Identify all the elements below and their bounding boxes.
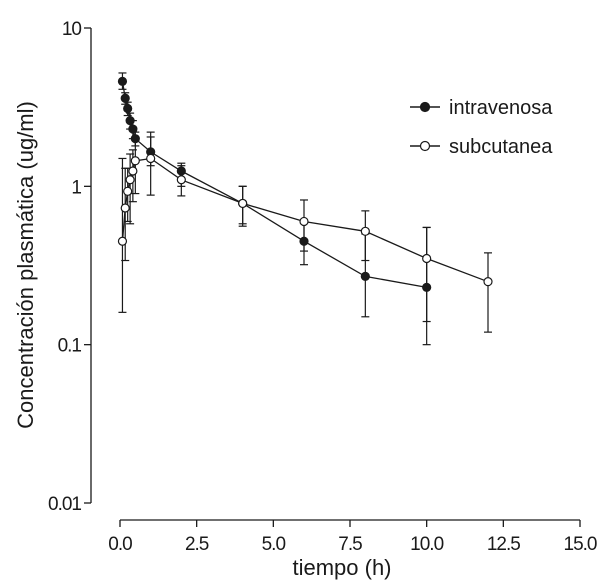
data-point-subcutanea (125, 175, 135, 185)
series-line-intravenosa (121, 81, 427, 289)
data-point-intravenosa (123, 103, 133, 114)
data-point-subcutanea (299, 216, 309, 227)
data-point-subcutanea (117, 236, 128, 246)
data-point-subcutanea (128, 166, 138, 176)
series (117, 72, 493, 346)
data-point-subcutanea (130, 156, 140, 166)
y-tick-label: 0.01 (48, 494, 81, 515)
data-point-intravenosa (125, 116, 135, 126)
data-point-subcutanea (360, 226, 370, 236)
legend-marker-intravenosa (419, 101, 431, 113)
data-point-subcutanea (238, 198, 248, 209)
data-point-subcutanea (146, 153, 156, 164)
series-subcutanea (117, 131, 493, 333)
y-tick-label: 10 (62, 19, 82, 40)
x-tick-label: 10.0 (410, 534, 443, 555)
x-tick-label: 12.5 (487, 534, 520, 555)
data-point-intravenosa (117, 76, 128, 86)
series-intravenosa (117, 72, 432, 346)
legend-marker-subcutanea (419, 140, 431, 152)
y-axis-title: Concentración plasmática (ug/ml) (13, 101, 38, 429)
legend-label-subcutanea: subcutanea (449, 136, 553, 158)
data-point-subcutanea (422, 253, 432, 264)
legend: intravenosa subcutanea (410, 97, 553, 158)
data-point-subcutanea (120, 203, 130, 213)
data-point-subcutanea (176, 175, 186, 185)
ticks: 0.0 2.5 5.0 7.5 10.0 12.5 15.0 10 1 0.1 0.01 (48, 19, 598, 555)
data-point-subcutanea (483, 277, 493, 287)
x-tick-label: 0.0 (108, 534, 132, 555)
x-axis-title: tiempo (h) (292, 555, 391, 580)
y-tick-label: 1 (71, 177, 81, 198)
data-point-intravenosa (120, 93, 130, 103)
data-point-intravenosa (128, 124, 138, 134)
legend-label-intravenosa: intravenosa (449, 97, 553, 119)
data-point-subcutanea (123, 186, 133, 196)
x-tick-label: 15.0 (564, 534, 597, 555)
data-point-intravenosa (360, 271, 370, 281)
x-tick-label: 7.5 (338, 534, 362, 555)
x-tick-label: 5.0 (262, 534, 286, 555)
x-tick-label: 2.5 (185, 534, 209, 555)
y-tick-label: 0.1 (58, 336, 82, 357)
